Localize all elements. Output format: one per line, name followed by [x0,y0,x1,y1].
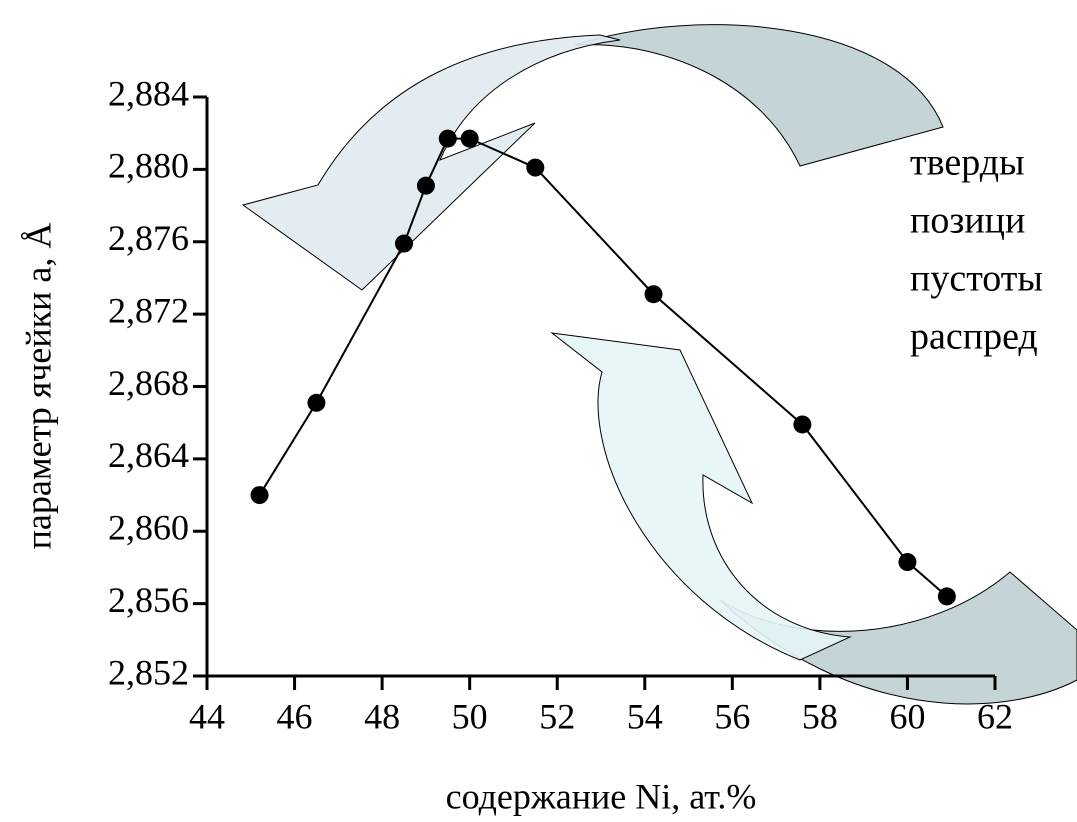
lower-arrow-head [550,332,852,661]
y-axis-label: параметр ячейки a, Å [18,223,58,550]
data-point [395,234,413,253]
x-tick-label: 58 [802,696,838,736]
upper-arrow-head [241,34,621,291]
x-tick-label: 46 [277,696,313,736]
y-tick-label: 2,876 [108,218,189,258]
data-point [416,176,435,195]
y-tick-label: 2,860 [108,508,189,548]
y-tick-label: 2,884 [108,73,189,113]
annotation: позици [910,200,1025,242]
data-point [644,285,663,304]
y-tick-label: 2,852 [108,652,189,692]
data-point [307,393,326,412]
annotation: пустоты [910,258,1043,300]
data-point [250,486,269,505]
decoration-arrows [241,24,1077,705]
data-point [793,415,812,434]
x-tick-label: 52 [539,696,575,736]
annotation: тверды [910,142,1025,184]
y-tick-label: 2,856 [108,580,189,620]
data-point [460,129,479,148]
annotation: распред [910,316,1038,358]
y-tick-label: 2,868 [108,363,189,403]
data-point [438,129,457,148]
x-tick-label: 54 [627,696,663,736]
x-tick-label: 50 [452,696,488,736]
y-tick-label: 2,880 [108,146,189,186]
lower-arrow-back [719,571,1077,705]
y-tick-label: 2,872 [108,290,189,330]
x-axis-label: содержание Ni, ат.% [446,776,757,816]
x-tick-label: 62 [977,696,1013,736]
x-tick-label: 44 [189,696,225,736]
data-point [526,158,545,177]
x-tick-label: 60 [889,696,925,736]
y-tick-label: 2,864 [108,435,189,475]
x-tick-label: 48 [364,696,400,736]
data-point [898,553,917,572]
data-point [937,587,956,606]
upper-arrow-back [574,24,944,167]
x-tick-label: 56 [714,696,750,736]
